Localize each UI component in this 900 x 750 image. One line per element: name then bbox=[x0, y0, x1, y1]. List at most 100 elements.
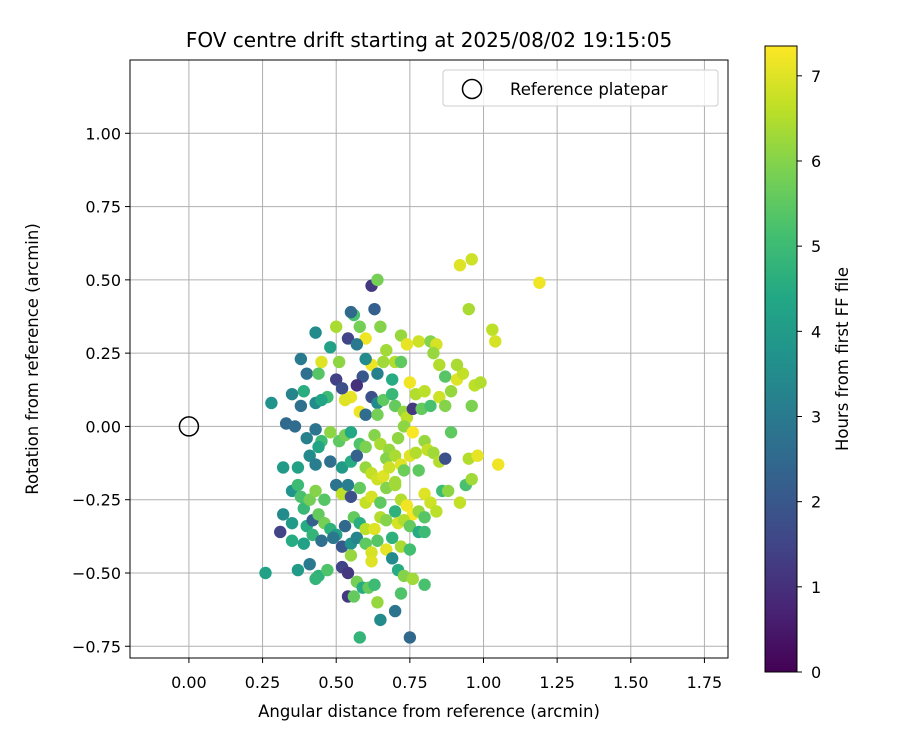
data-point bbox=[368, 429, 381, 442]
data-point bbox=[412, 335, 425, 348]
data-point bbox=[359, 537, 372, 550]
data-point bbox=[441, 484, 455, 498]
data-point bbox=[403, 376, 417, 389]
data-point bbox=[453, 496, 467, 509]
colorbar-tick-label: 3 bbox=[811, 407, 821, 426]
data-point bbox=[394, 355, 408, 369]
data-point bbox=[327, 531, 340, 545]
data-point bbox=[385, 531, 399, 545]
data-point bbox=[456, 367, 470, 380]
data-point bbox=[492, 458, 505, 471]
y-tick-label: 0.25 bbox=[85, 344, 121, 363]
x-tick-label: 0.00 bbox=[171, 673, 207, 692]
data-point bbox=[406, 402, 419, 416]
data-point bbox=[330, 373, 343, 386]
data-point bbox=[465, 253, 478, 266]
data-point bbox=[359, 408, 372, 421]
data-point bbox=[312, 367, 325, 380]
data-point bbox=[347, 590, 361, 603]
data-point bbox=[403, 519, 417, 533]
data-point bbox=[397, 420, 411, 433]
data-point bbox=[324, 426, 337, 439]
data-point bbox=[312, 440, 325, 454]
data-point bbox=[406, 572, 419, 586]
data-point bbox=[303, 493, 316, 506]
data-point bbox=[394, 587, 408, 600]
data-point bbox=[306, 528, 319, 542]
colorbar-tick-label: 6 bbox=[811, 152, 821, 171]
data-point bbox=[374, 496, 387, 509]
data-point bbox=[315, 393, 328, 407]
x-tick-label: 0.50 bbox=[318, 673, 354, 692]
legend: Reference platepar bbox=[442, 69, 719, 107]
data-point bbox=[297, 502, 311, 515]
data-point bbox=[303, 449, 316, 462]
data-point bbox=[330, 478, 343, 492]
data-point bbox=[324, 455, 337, 468]
data-point bbox=[391, 431, 405, 445]
colorbar-tick-label: 0 bbox=[811, 663, 821, 682]
colorbar-tick-label: 5 bbox=[811, 237, 821, 256]
data-point bbox=[489, 335, 502, 348]
x-tick-label: 1.25 bbox=[539, 673, 575, 692]
data-point bbox=[350, 449, 364, 462]
data-point bbox=[465, 472, 478, 486]
data-point bbox=[359, 332, 372, 345]
data-point bbox=[471, 449, 484, 462]
data-point bbox=[385, 387, 399, 401]
data-point bbox=[383, 461, 396, 474]
data-point bbox=[385, 373, 399, 386]
data-point bbox=[321, 563, 334, 577]
data-point bbox=[353, 320, 366, 333]
colorbar-tick-label: 4 bbox=[811, 322, 821, 341]
colorbar-ticks: 0 1 2 3 4 5 6 7 bbox=[797, 67, 821, 682]
data-point bbox=[350, 338, 364, 351]
data-point bbox=[291, 563, 305, 577]
data-point bbox=[368, 578, 381, 591]
data-point bbox=[353, 631, 366, 644]
data-point bbox=[353, 481, 366, 495]
legend-entry-reference: Reference platepar bbox=[510, 80, 668, 99]
data-point bbox=[344, 549, 358, 562]
data-point bbox=[318, 493, 331, 506]
y-tick-label: −0.25 bbox=[72, 491, 121, 510]
data-point bbox=[294, 352, 308, 366]
colorbar-tick-label: 2 bbox=[811, 493, 821, 512]
data-point bbox=[403, 631, 417, 644]
data-point bbox=[439, 399, 452, 413]
plot-frame bbox=[129, 59, 729, 659]
data-point bbox=[371, 273, 384, 287]
data-point bbox=[309, 484, 322, 498]
data-point bbox=[374, 613, 387, 627]
legend-marker-icon bbox=[461, 78, 483, 100]
x-tick-label: 0.25 bbox=[245, 673, 281, 692]
data-point bbox=[368, 302, 381, 316]
data-point bbox=[400, 499, 414, 512]
x-tick-label: 0.75 bbox=[392, 673, 428, 692]
data-point bbox=[288, 420, 302, 433]
data-point bbox=[427, 346, 440, 360]
data-point bbox=[359, 522, 372, 536]
data-point bbox=[285, 387, 299, 401]
data-point bbox=[418, 385, 431, 398]
data-point bbox=[341, 332, 355, 345]
data-point bbox=[388, 449, 402, 462]
data-point bbox=[418, 525, 431, 539]
colorbar-gradient bbox=[764, 45, 798, 673]
data-point bbox=[406, 426, 419, 439]
y-tick-label: 1.00 bbox=[85, 124, 121, 143]
data-point bbox=[439, 452, 452, 465]
data-point bbox=[400, 338, 414, 351]
data-point bbox=[439, 370, 452, 383]
data-point bbox=[374, 320, 387, 333]
colorbar-tick-label: 7 bbox=[811, 67, 821, 86]
x-axis-label: Angular distance from reference (arcmin) bbox=[258, 702, 600, 721]
y-tick-label: 0.50 bbox=[85, 271, 121, 290]
x-axis-ticks: 0.00 0.25 0.50 0.75 1.00 1.25 1.50 1.75 bbox=[171, 658, 722, 692]
data-point bbox=[309, 326, 322, 339]
data-point bbox=[338, 519, 352, 533]
data-point bbox=[427, 446, 440, 460]
data-point bbox=[356, 370, 369, 383]
colorbar-label: Hours from first FF file bbox=[833, 267, 852, 451]
